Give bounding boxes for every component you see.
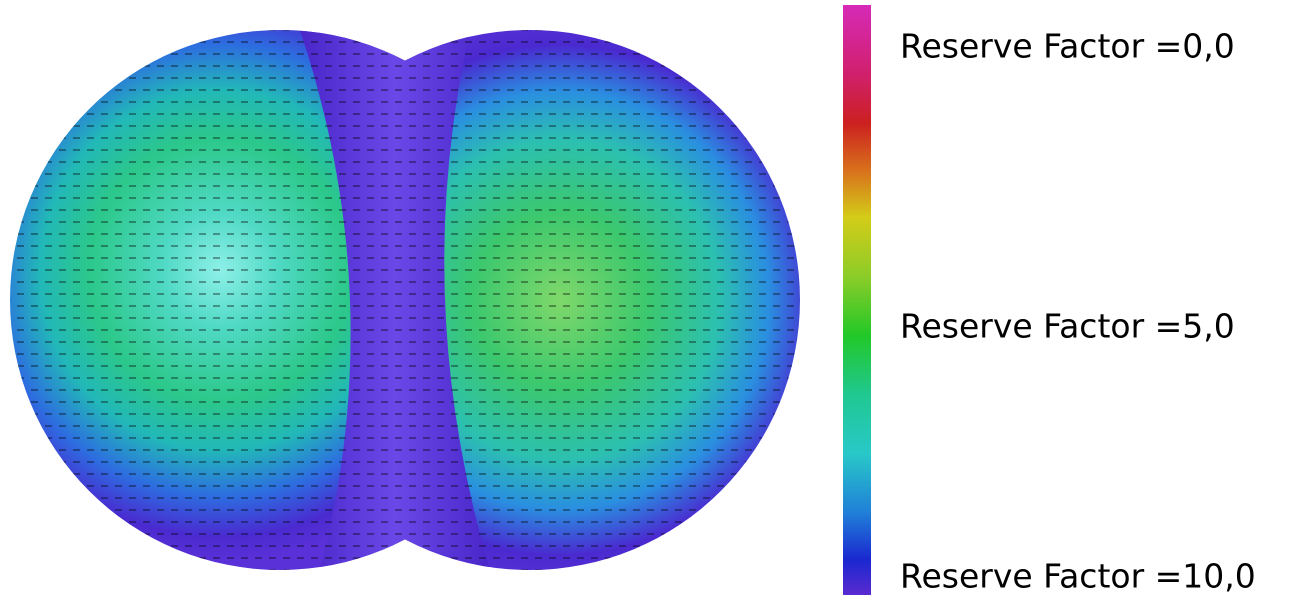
legend-label: Reserve Factor =0,0 [900,27,1235,66]
legend-label: Reserve Factor =10,0 [900,557,1256,596]
contour-body [0,0,810,604]
page: Reserve Factor =0,0 Reserve Factor =5,0 … [0,0,1307,604]
figure: Reserve Factor =0,0 Reserve Factor =5,0 … [0,0,1307,604]
legend-label: Reserve Factor =5,0 [900,307,1235,346]
colorbar [843,5,871,595]
